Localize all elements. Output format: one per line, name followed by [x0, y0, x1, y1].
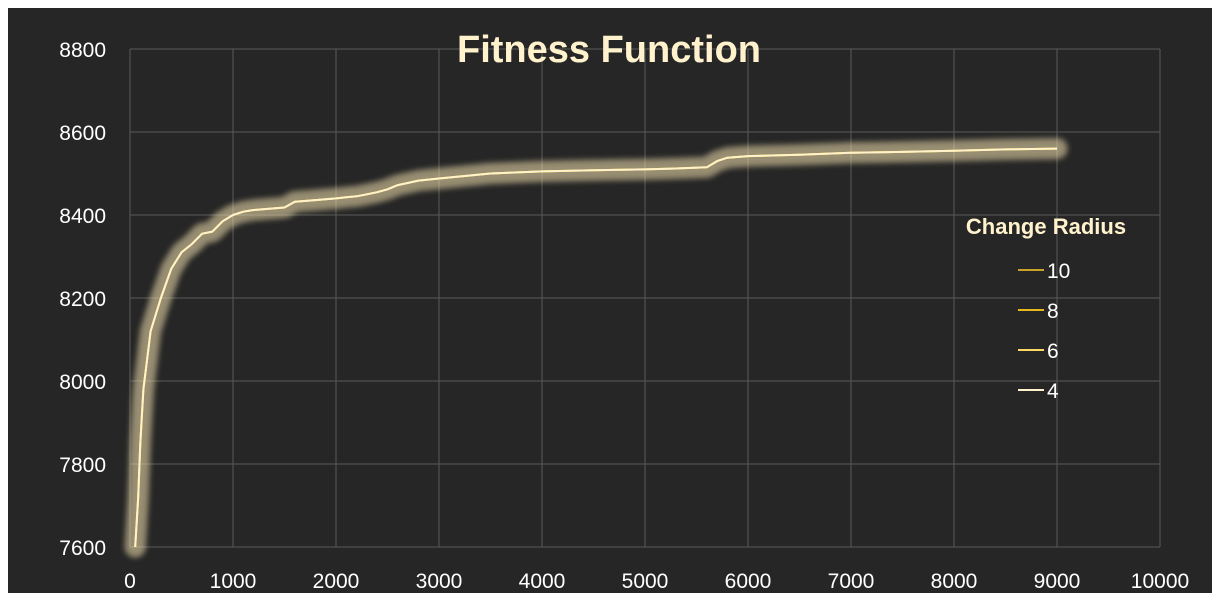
y-tick-label: 7800 — [59, 454, 106, 477]
y-tick-label: 8600 — [59, 122, 106, 145]
x-tick-label: 3000 — [416, 570, 463, 593]
x-tick-label: 1000 — [210, 570, 257, 593]
y-tick-label: 7600 — [59, 537, 106, 560]
series-lines — [125, 138, 1067, 557]
x-tick-label: 2000 — [313, 570, 360, 593]
chart-title: Fitness Function — [457, 29, 761, 71]
legend-title: Change Radius — [966, 214, 1126, 239]
legend-label: 4 — [1047, 380, 1059, 403]
x-tick-label: 6000 — [725, 570, 772, 593]
chart-area-background — [8, 8, 1212, 593]
y-tick-label: 8200 — [59, 288, 106, 311]
grid-lines — [129, 48, 1161, 548]
x-tick-label: 9000 — [1034, 570, 1081, 593]
legend: Change Radius 10 8 6 4 — [966, 214, 1126, 403]
y-axis-tick-labels: 7600 7800 8000 8200 8400 8600 8800 — [59, 39, 106, 560]
x-tick-label: 8000 — [931, 570, 978, 593]
legend-label: 6 — [1047, 340, 1059, 363]
x-tick-label: 7000 — [828, 570, 875, 593]
x-tick-label: 5000 — [622, 570, 669, 593]
legend-label: 8 — [1047, 300, 1059, 323]
x-axis-tick-labels: 0 1000 2000 3000 4000 5000 6000 7000 8000 9000 100… — [124, 570, 1189, 593]
x-tick-label: 0 — [124, 570, 136, 593]
legend-label: 10 — [1047, 260, 1070, 283]
y-tick-label: 8800 — [59, 39, 106, 62]
x-tick-label: 10000 — [1131, 570, 1189, 593]
series-line-4 — [134, 147, 1058, 548]
y-tick-label: 8400 — [59, 205, 106, 228]
y-tick-label: 8000 — [59, 371, 106, 394]
x-tick-label: 4000 — [519, 570, 566, 593]
